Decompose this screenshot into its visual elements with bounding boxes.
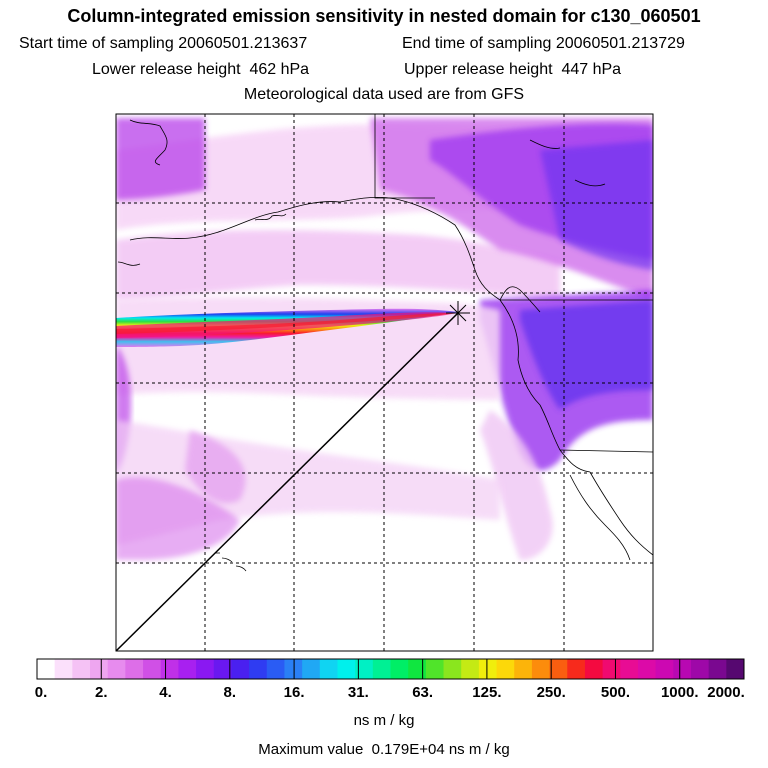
colorbar-swatch (231, 659, 250, 679)
colorbar-tick-label: 63. (412, 684, 434, 701)
colorbar-tick-label: 2000. (707, 684, 745, 701)
colorbar-swatch (514, 659, 533, 679)
colorbar-swatch (620, 659, 639, 679)
colorbar-swatch (337, 659, 356, 679)
colorbar-swatch (143, 659, 162, 679)
colorbar-swatch (72, 659, 91, 679)
colorbar-swatch (726, 659, 745, 679)
colorbar-swatch (425, 659, 445, 679)
colorbar-swatch (125, 659, 144, 679)
colorbar-tick-label: 125. (472, 684, 502, 701)
colorbar-swatch (302, 659, 321, 679)
coastlines (117, 114, 653, 572)
colorbar-swatch (54, 659, 73, 679)
colorbar-swatch (90, 659, 109, 679)
colorbar-swatch (690, 659, 710, 679)
met-data-line: Meteorological data used are from GFS (243, 86, 525, 103)
map-frame (115, 113, 654, 652)
colorbar-swatch (567, 659, 586, 679)
colorbar-swatch (372, 659, 391, 679)
colorbar-swatch (213, 659, 232, 679)
maximum-value-line: Maximum value 0.179E+04 ns m / kg (0, 741, 768, 758)
colorbar-swatch (637, 659, 657, 679)
colorbar-swatch (708, 659, 727, 679)
plot-title: Column-integrated emission sensitivity i… (67, 6, 701, 26)
colorbar-swatch (390, 659, 409, 679)
maximum-value: 0.179E+04 (371, 741, 445, 758)
colorbar-tick-label: 31. (347, 684, 369, 701)
colorbar-units: ns m / kg (353, 712, 415, 729)
colorbar-swatch (673, 659, 692, 679)
colorbar-frame (36, 658, 745, 680)
colorbar-swatch (408, 659, 427, 679)
maximum-value-label: Maximum value (258, 741, 364, 758)
colorbar-swatch (249, 659, 268, 679)
end-time-value: 20060501.213729 (555, 35, 685, 52)
upper-height-line: Upper release height 447 hPa (404, 61, 621, 79)
colorbar-swatch (160, 659, 179, 679)
lower-height-line: Lower release height 462 hPa (92, 61, 309, 79)
colorbar-tick-label: 1000. (660, 684, 699, 701)
start-time-value: 20060501.213637 (178, 35, 308, 52)
colorbar-swatch (602, 659, 621, 679)
maximum-value-units: ns m / kg (448, 741, 510, 758)
colorbar-swatch (584, 659, 604, 679)
upper-height-value: 447 hPa (561, 61, 622, 78)
colorbar-swatch (549, 659, 568, 679)
start-time-line: Start time of sampling 20060501.213637 (19, 35, 307, 53)
colorbar-tick-label: 2. (95, 684, 108, 701)
colorbar-swatch (319, 659, 338, 679)
lower-height-label: Lower release height (92, 61, 241, 78)
colorbar-tick-label: 500. (600, 684, 631, 701)
colorbar-tick-label: 8. (223, 684, 237, 701)
colorbar-swatch (531, 659, 551, 679)
colorbar-swatch (461, 659, 480, 679)
colorbar-swatch (178, 659, 197, 679)
colorbar-swatch (655, 659, 674, 679)
end-time-label: End time of sampling (402, 35, 552, 52)
colorbar-swatch (355, 659, 374, 679)
colorbar-swatch (443, 659, 462, 679)
colorbar (36, 658, 745, 680)
upper-height-label: Upper release height (404, 61, 553, 78)
colorbar-tick-label: 250. (536, 684, 566, 701)
colorbar-swatch (478, 659, 498, 679)
colorbar-swatch (496, 659, 515, 679)
release-point-marker (115, 301, 470, 652)
colorbar-swatch (196, 659, 215, 679)
colorbar-tick-label: 16. (283, 684, 305, 701)
colorbar-swatch (266, 659, 285, 679)
colorbar-swatch (37, 659, 56, 679)
colorbar-swatch (107, 659, 126, 679)
colorbar-swatch (284, 659, 303, 679)
lower-height-value: 462 hPa (249, 61, 310, 78)
end-time-line: End time of sampling 20060501.213729 (402, 35, 685, 53)
colorbar-tick-label: 0. (34, 684, 48, 701)
start-time-label: Start time of sampling (19, 35, 174, 52)
colorbar-tick-label: 4. (159, 684, 172, 701)
